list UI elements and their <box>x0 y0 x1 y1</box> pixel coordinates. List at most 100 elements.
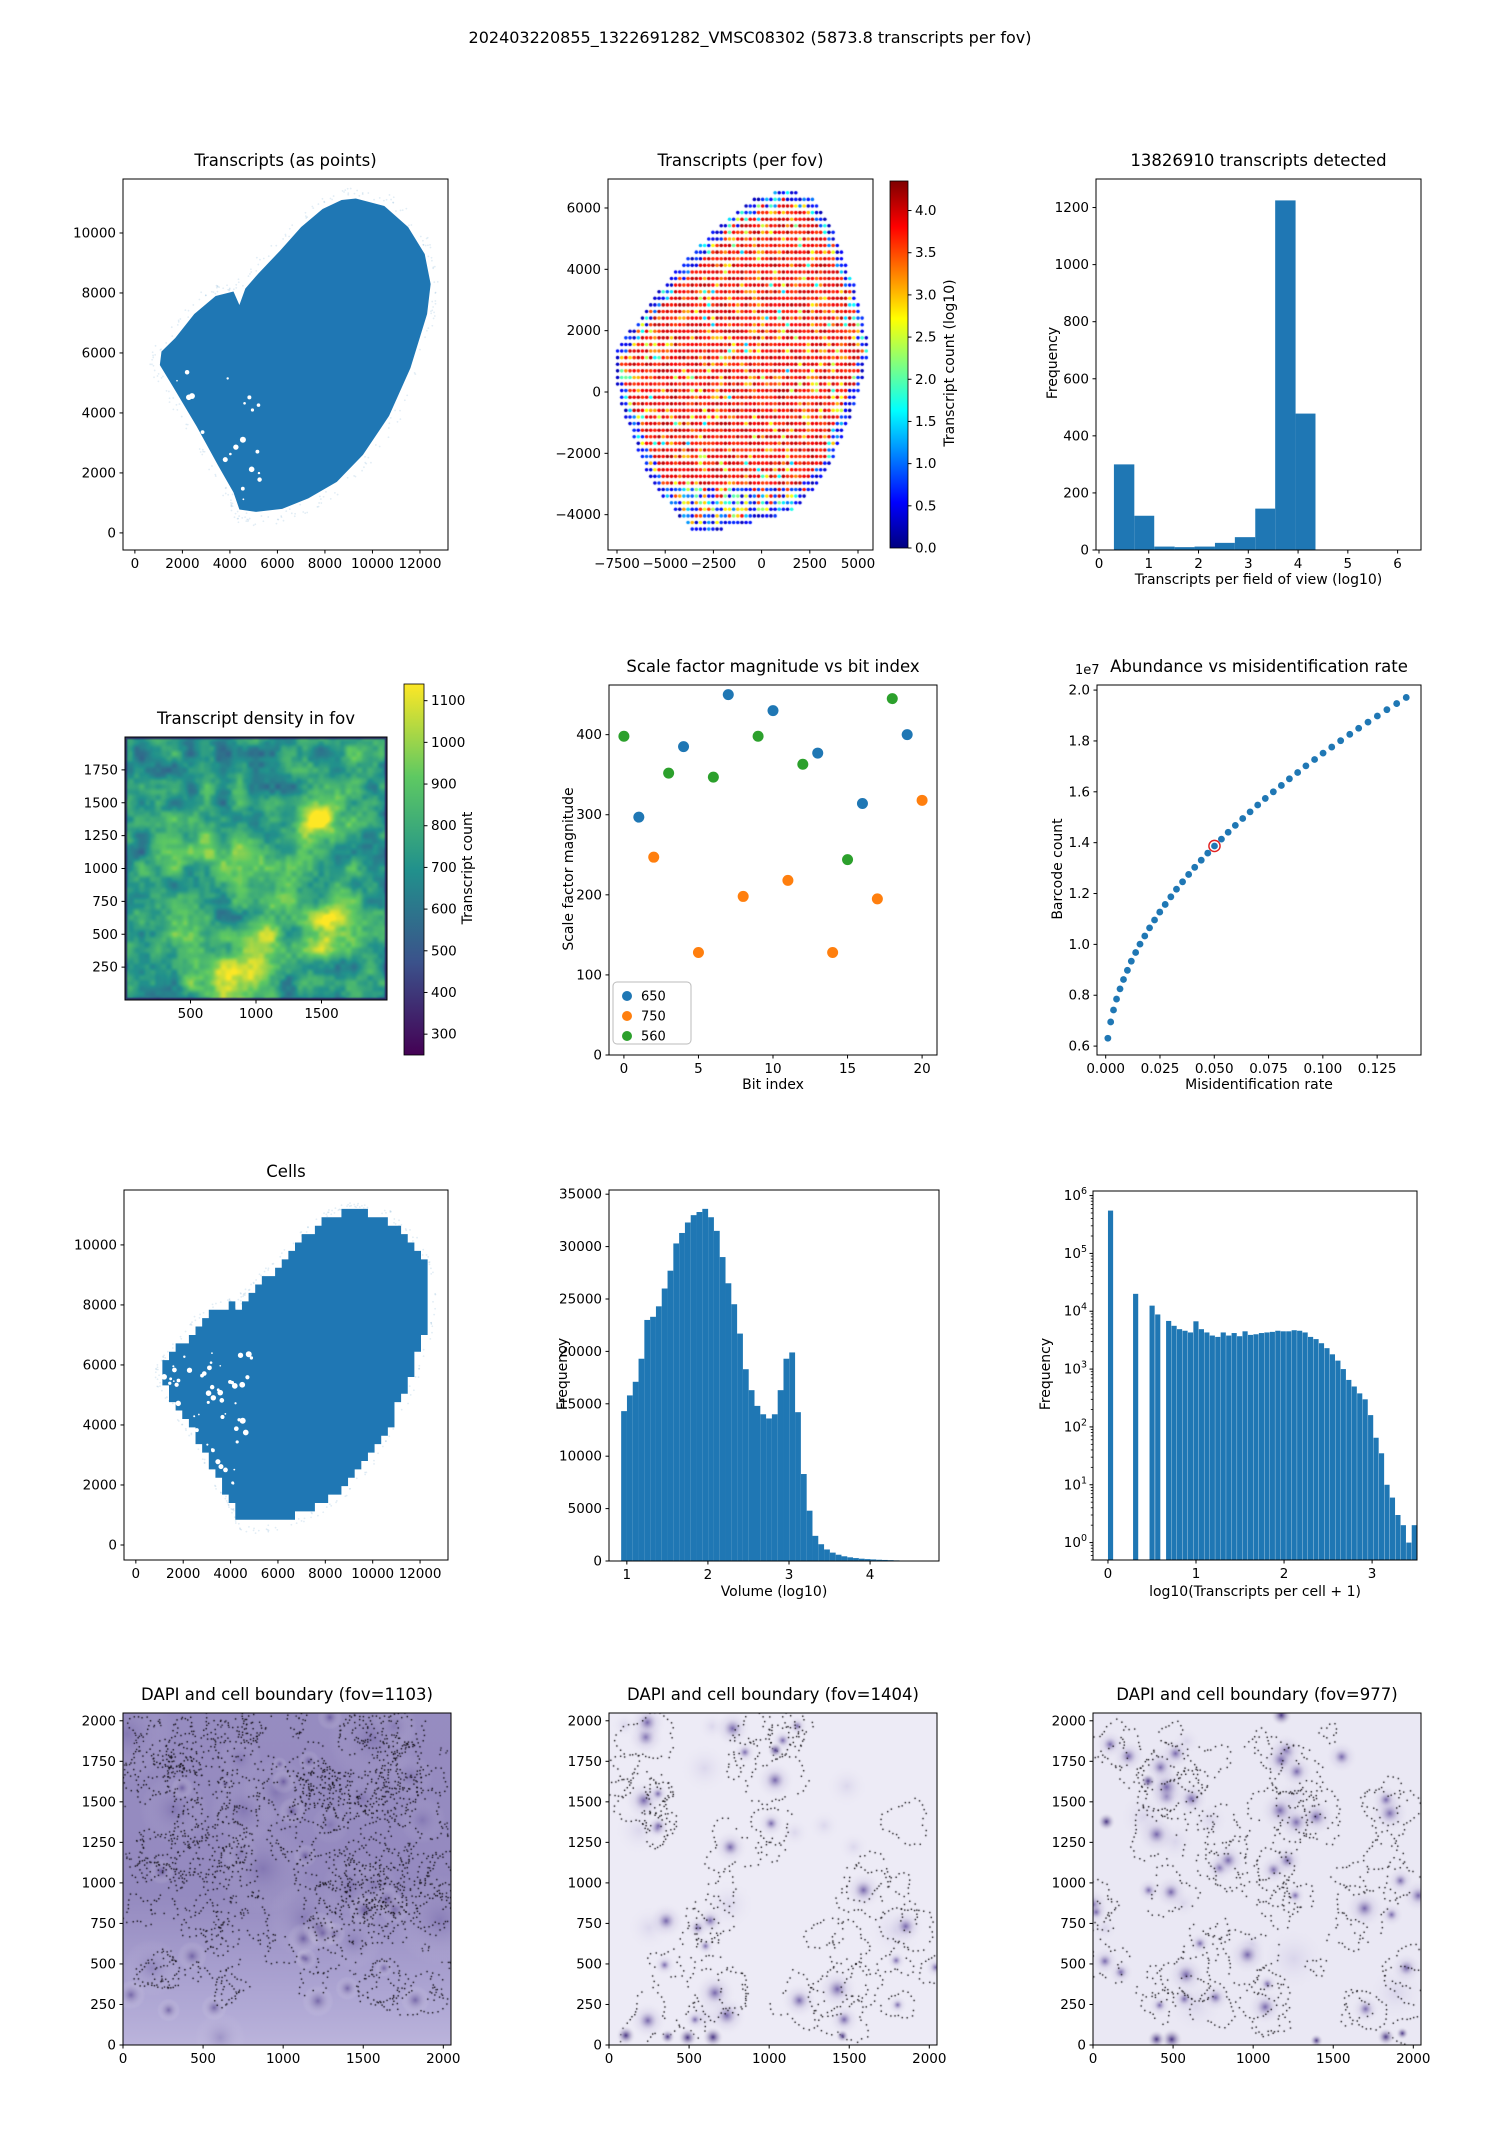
svg-text:3.0: 3.0 <box>915 287 936 303</box>
svg-text:8000: 8000 <box>308 556 342 572</box>
svg-text:0: 0 <box>108 1537 117 1553</box>
svg-text:12000: 12000 <box>399 1566 442 1582</box>
svg-text:106: 106 <box>1064 1186 1087 1204</box>
svg-text:300: 300 <box>576 807 602 823</box>
svg-text:1: 1 <box>1144 556 1153 572</box>
plot5-title: Scale factor magnitude vs bit index <box>626 657 920 676</box>
svg-text:1000: 1000 <box>82 1875 116 1891</box>
svg-text:200: 200 <box>576 887 602 903</box>
svg-text:5000: 5000 <box>568 1501 602 1517</box>
svg-text:1000: 1000 <box>84 861 118 877</box>
svg-text:1000: 1000 <box>1236 2051 1270 2067</box>
dapi-fov-1404-canvas <box>609 1713 937 2045</box>
svg-text:−4000: −4000 <box>555 507 601 523</box>
svg-text:10000: 10000 <box>351 556 394 572</box>
svg-text:2000: 2000 <box>912 2051 946 2067</box>
svg-text:0: 0 <box>1077 2038 1086 2054</box>
svg-text:6000: 6000 <box>567 200 601 216</box>
plot4-title: Transcript density in fov <box>157 709 355 728</box>
svg-text:2000: 2000 <box>166 1566 200 1582</box>
svg-text:750: 750 <box>576 1916 602 1932</box>
svg-text:2.0: 2.0 <box>1069 683 1090 699</box>
svg-text:2: 2 <box>1194 556 1203 572</box>
svg-text:1.0: 1.0 <box>1069 937 1090 953</box>
svg-text:2: 2 <box>1280 1566 1289 1582</box>
svg-text:600: 600 <box>431 902 457 918</box>
svg-text:0.100: 0.100 <box>1304 1061 1343 1077</box>
svg-text:8000: 8000 <box>82 285 116 301</box>
svg-text:−7500: −7500 <box>594 556 640 572</box>
svg-text:200: 200 <box>1063 485 1089 501</box>
svg-text:4: 4 <box>1294 556 1303 572</box>
svg-text:4000: 4000 <box>213 1566 247 1582</box>
svg-text:4000: 4000 <box>567 262 601 278</box>
svg-text:6000: 6000 <box>82 345 116 361</box>
svg-text:500: 500 <box>190 2051 216 2067</box>
svg-text:10: 10 <box>764 1061 781 1077</box>
svg-text:0: 0 <box>605 2051 614 2067</box>
svg-text:1.0: 1.0 <box>915 456 936 472</box>
svg-text:3: 3 <box>785 1567 794 1583</box>
svg-text:5000: 5000 <box>841 556 875 572</box>
svg-text:500: 500 <box>92 927 118 943</box>
svg-text:1000: 1000 <box>568 1875 602 1891</box>
svg-text:1.2: 1.2 <box>1069 886 1090 902</box>
svg-text:750: 750 <box>92 894 118 910</box>
dapi-fov-1103-canvas <box>123 1713 451 2045</box>
svg-text:102: 102 <box>1064 1417 1087 1435</box>
svg-text:10000: 10000 <box>351 1566 394 1582</box>
svg-text:0: 0 <box>132 1566 141 1582</box>
svg-text:600: 600 <box>1063 371 1089 387</box>
svg-text:1500: 1500 <box>568 1794 602 1810</box>
svg-text:0: 0 <box>593 2038 602 2054</box>
svg-text:1250: 1250 <box>82 1835 116 1851</box>
svg-text:4000: 4000 <box>83 1417 117 1433</box>
svg-text:800: 800 <box>431 818 457 834</box>
svg-text:100: 100 <box>576 967 602 983</box>
svg-text:2000: 2000 <box>1052 1713 1086 1729</box>
dapi-fov-977-canvas <box>1093 1713 1421 2045</box>
svg-text:500: 500 <box>576 1956 602 1972</box>
svg-text:4.0: 4.0 <box>915 203 936 219</box>
plot7-title: Cells <box>266 1162 306 1181</box>
plot5-ylabel: Scale factor magnitude <box>561 787 577 951</box>
svg-text:2000: 2000 <box>82 465 116 481</box>
svg-text:2000: 2000 <box>568 1713 602 1729</box>
plot3-xlabel: Transcripts per field of view (log10) <box>1134 572 1383 588</box>
transcript-density-canvas <box>125 737 387 1000</box>
svg-text:560: 560 <box>641 1030 666 1045</box>
svg-text:12000: 12000 <box>398 556 441 572</box>
svg-text:1500: 1500 <box>1052 1794 1086 1810</box>
svg-text:0: 0 <box>592 384 601 400</box>
svg-text:3.5: 3.5 <box>915 245 936 261</box>
svg-text:35000: 35000 <box>559 1187 602 1203</box>
svg-text:8000: 8000 <box>308 1566 342 1582</box>
svg-text:6000: 6000 <box>261 1566 295 1582</box>
svg-text:100: 100 <box>1064 1533 1087 1551</box>
svg-text:1750: 1750 <box>1052 1754 1086 1770</box>
svg-text:2000: 2000 <box>1396 2051 1430 2067</box>
svg-text:0.5: 0.5 <box>915 498 936 514</box>
svg-text:10000: 10000 <box>74 1237 117 1253</box>
svg-text:400: 400 <box>1063 428 1089 444</box>
svg-text:1750: 1750 <box>568 1754 602 1770</box>
svg-text:750: 750 <box>1060 1916 1086 1932</box>
plot1-title: Transcripts (as points) <box>194 151 377 170</box>
svg-text:0: 0 <box>107 525 116 541</box>
svg-text:1500: 1500 <box>1316 2051 1350 2067</box>
svg-text:2000: 2000 <box>567 323 601 339</box>
svg-text:6000: 6000 <box>83 1357 117 1373</box>
svg-text:0.0: 0.0 <box>915 541 936 557</box>
plot6-title: Abundance vs misidentification rate <box>1110 657 1408 676</box>
svg-text:3: 3 <box>1368 1566 1377 1582</box>
plot8-xlabel: Volume (log10) <box>720 1584 828 1600</box>
plot3-title: 13826910 transcripts detected <box>1130 151 1387 170</box>
plot9-ylabel: Frequency <box>1038 1337 1054 1411</box>
svg-text:500: 500 <box>431 943 457 959</box>
plot3-ylabel: Frequency <box>1045 326 1061 400</box>
svg-text:650: 650 <box>641 990 666 1005</box>
svg-text:1100: 1100 <box>431 693 465 709</box>
svg-text:1: 1 <box>623 1567 632 1583</box>
svg-text:1250: 1250 <box>84 828 118 844</box>
